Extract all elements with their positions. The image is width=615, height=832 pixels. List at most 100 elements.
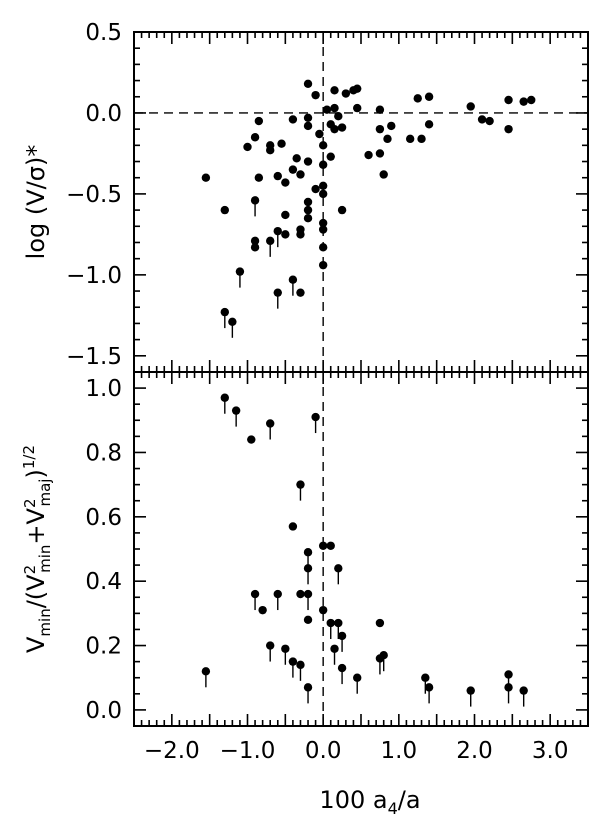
- top-data-point: [330, 124, 339, 134]
- bottom-data-point: [303, 548, 313, 557]
- top-data-point: [235, 267, 245, 276]
- top-data-point: [296, 288, 305, 297]
- top-data-point: [424, 92, 434, 101]
- bottom-data-point: [318, 605, 328, 615]
- bottom-data-point: [266, 641, 275, 650]
- top-y-tick-label: 0.0: [85, 101, 122, 127]
- bottom-data-point: [303, 683, 313, 692]
- top-data-point: [326, 152, 335, 161]
- top-data-point: [296, 170, 305, 179]
- top-data-point: [519, 97, 528, 106]
- top-data-point: [303, 197, 313, 207]
- bottom-data-point: [266, 419, 275, 428]
- top-data-point: [322, 105, 332, 114]
- bottom-y-tick-label: 0.8: [85, 440, 122, 466]
- top-data-point: [387, 121, 396, 131]
- top-data-point: [303, 213, 313, 223]
- top-data-point: [383, 134, 392, 144]
- top-data-point: [266, 145, 275, 155]
- top-data-point: [250, 243, 260, 252]
- bottom-y-axis-label: Vmin/(V2min+V2maj)1/2: [20, 445, 54, 653]
- top-data-point: [330, 103, 339, 113]
- top-data-point: [417, 134, 426, 144]
- bottom-y-tick-label: 0.4: [85, 569, 122, 595]
- top-data-point: [504, 124, 513, 134]
- top-y-tick-label: −1.5: [66, 344, 122, 370]
- top-data-point: [527, 95, 536, 105]
- x-axis-label: 100 a4/a: [319, 786, 420, 818]
- bottom-y-tick-label: 0.0: [85, 698, 122, 724]
- top-data-point: [337, 205, 347, 215]
- bottom-data-point: [375, 618, 385, 628]
- top-y-tick-label: 0.5: [85, 20, 122, 46]
- top-data-point: [273, 226, 282, 236]
- top-data-point: [281, 178, 290, 187]
- bottom-y-tick-label: 0.2: [85, 634, 122, 660]
- bottom-data-point: [303, 589, 313, 599]
- top-data-point: [318, 243, 328, 252]
- top-data-point: [318, 141, 328, 150]
- top-data-point: [318, 189, 328, 199]
- top-data-point: [341, 89, 351, 98]
- top-data-point: [364, 150, 373, 160]
- bottom-data-point: [318, 541, 328, 550]
- top-data-point: [424, 120, 434, 129]
- top-data-point: [281, 230, 290, 239]
- top-panel: 0.5 0.0 −0.5 −1.0 −1.5: [66, 20, 589, 373]
- x-tick-label: −1.0: [220, 738, 276, 764]
- bottom-data-point: [466, 686, 475, 695]
- top-data-point: [277, 139, 286, 148]
- bottom-data-point: [334, 618, 343, 628]
- top-data-point: [379, 170, 388, 179]
- top-data-point: [303, 205, 313, 215]
- bottom-panel: 1.0 0.8 0.6 0.4 0.2 0.0 −2.0 −1.0 0.0 1.0 2.0 3.0: [85, 371, 589, 764]
- bottom-data-point: [201, 667, 211, 676]
- bottom-data-point: [337, 631, 347, 641]
- bottom-data-point: [303, 564, 313, 573]
- x-tick-label: 0.0: [305, 738, 342, 764]
- top-data-point: [266, 236, 275, 246]
- top-data-point: [466, 102, 475, 111]
- x-tick-label: 3.0: [532, 738, 569, 764]
- bottom-data-point: [337, 663, 347, 673]
- x-tick-label: 2.0: [456, 738, 493, 764]
- top-data-point: [318, 225, 328, 234]
- bottom-y-tick-label: 1.0: [85, 376, 122, 402]
- bottom-data-point: [379, 651, 388, 660]
- bottom-data-point: [519, 686, 528, 695]
- bottom-data-point: [303, 615, 313, 624]
- bottom-data-point: [288, 657, 298, 666]
- x-tick-label: 1.0: [381, 738, 418, 764]
- top-data-point: [318, 160, 328, 169]
- top-y-tick-label: −1.0: [66, 263, 122, 289]
- bottom-data-point: [311, 412, 320, 422]
- top-plot-frame: [133, 31, 589, 373]
- bottom-data-point: [330, 644, 339, 653]
- bottom-data-point: [326, 618, 335, 628]
- bottom-data-point: [334, 564, 343, 573]
- top-data-point: [273, 288, 282, 297]
- top-data-point: [311, 90, 320, 100]
- top-data-point: [201, 173, 211, 182]
- top-data-point: [375, 149, 385, 158]
- bottom-data-point: [273, 589, 282, 599]
- top-data-point: [315, 129, 324, 139]
- top-data-point: [288, 165, 298, 174]
- top-data-point: [477, 115, 487, 124]
- top-data-point: [405, 134, 415, 144]
- top-data-point: [273, 171, 282, 181]
- top-data-point: [303, 121, 313, 131]
- bottom-data-point: [258, 605, 267, 615]
- top-y-tick-label: −0.5: [66, 182, 122, 208]
- top-data-point: [330, 86, 339, 95]
- top-data-point: [296, 230, 305, 239]
- top-data-point: [288, 115, 298, 124]
- top-data-point: [413, 94, 422, 103]
- x-tick-label: −2.0: [144, 738, 200, 764]
- top-data-point: [243, 142, 252, 152]
- bottom-data-point: [220, 393, 229, 402]
- top-data-point: [318, 260, 328, 270]
- bottom-data-point: [421, 673, 430, 682]
- top-data-point: [303, 79, 313, 89]
